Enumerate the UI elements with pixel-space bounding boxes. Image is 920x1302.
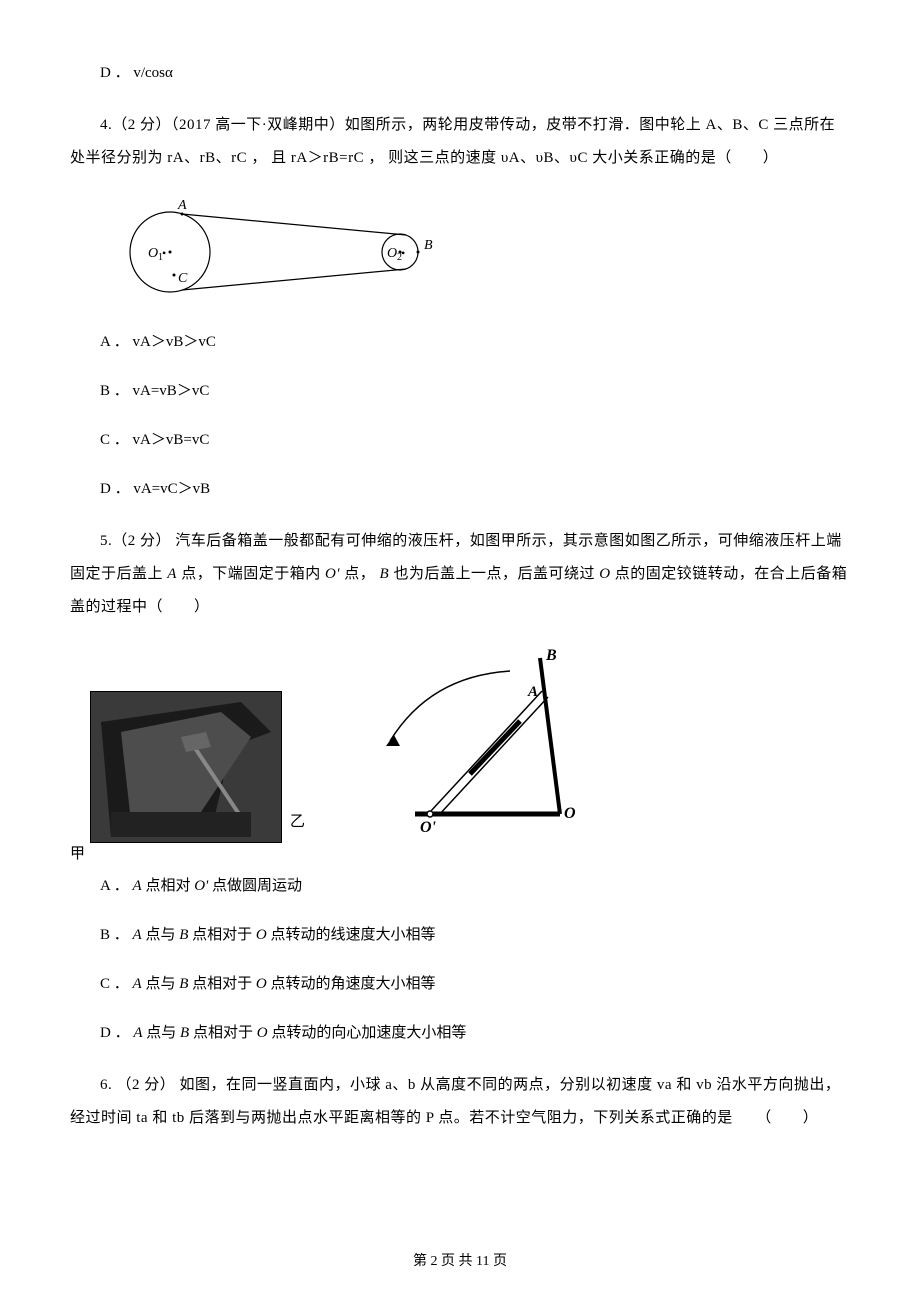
q4-option-c: C ． vA＞vB=vC [70, 427, 850, 454]
option-label: C ． [100, 432, 129, 448]
option-text: v/cosα [133, 65, 173, 81]
q5b-v3: O [256, 927, 267, 943]
svg-text:A: A [177, 198, 187, 213]
q4-option-b: B ． vA=vB＞vC [70, 378, 850, 405]
option-label: D ． [100, 481, 130, 497]
q4-option-a: A ． vA＞vB＞vC [70, 329, 850, 356]
q5-diagrams: 甲 B A O O' [90, 646, 850, 844]
q5-caption-left: 甲 [70, 843, 85, 866]
option-text: vA＞vB=vC [133, 432, 210, 448]
svg-text:•: • [162, 246, 166, 260]
option-label: A ． [100, 334, 129, 350]
q4-option-d: D ． vA=vC＞vB [70, 476, 850, 503]
page-footer: 第 2 页 共 11 页 [0, 1251, 920, 1272]
svg-text:•: • [401, 246, 405, 260]
svg-text:B: B [424, 238, 433, 253]
q5d-v3: O [257, 1025, 268, 1041]
q5d-v2: B [180, 1025, 189, 1041]
q5c-v2: B [179, 976, 188, 992]
option-label: D ． [100, 65, 130, 81]
q5b-v1: A [133, 927, 142, 943]
svg-text:B: B [545, 647, 557, 664]
q5-option-b: B ． A 点与 B 点相对于 O 点转动的线速度大小相等 [70, 922, 850, 949]
q5c-t2: 点相对于 [188, 976, 256, 992]
option-label: B ． [100, 927, 129, 943]
q5-t2: 点，下端固定于箱内 [177, 566, 325, 582]
q5-photo-block: 甲 [90, 691, 280, 843]
q5-header: 5.（2 分） 汽车后备箱盖一般都配有可伸缩的液压杆，如图甲所示，其示意图如图乙… [70, 525, 850, 624]
svg-text:O: O [564, 805, 576, 822]
q4-diagram: O 1 • O 2 • A C B [110, 197, 850, 305]
q5a-v1: A [133, 878, 142, 894]
svg-text:O: O [148, 246, 158, 261]
q5-option-a: A ． A 点相对 O' 点做圆周运动 [70, 873, 850, 900]
option-label: B ． [100, 383, 129, 399]
q5-option-c: C ． A 点与 B 点相对于 O 点转动的角速度大小相等 [70, 971, 850, 998]
q5-t3: 点， [340, 566, 380, 582]
q5a-t2: 点做圆周运动 [208, 878, 302, 894]
q5-v1: A [167, 566, 177, 582]
q5b-t2: 点相对于 [188, 927, 256, 943]
q3-option-d: D ． v/cosα [70, 60, 850, 87]
option-label: C ． [100, 976, 129, 992]
q5d-t1: 点与 [143, 1025, 181, 1041]
q5-t4: 也为后盖上一点，后盖可绕过 [389, 566, 599, 582]
q5-schematic: B A O O' [330, 646, 590, 836]
option-text: vA=vC＞vB [133, 481, 210, 497]
q5-option-d: D ． A 点与 B 点相对于 O 点转动的向心加速度大小相等 [70, 1020, 850, 1047]
option-text: vA＞vB＞vC [133, 334, 216, 350]
q5d-t3: 点转动的向心加速度大小相等 [268, 1025, 467, 1041]
option-text: vA=vB＞vC [133, 383, 210, 399]
q5-v4: O [599, 566, 610, 582]
option-label: A ． [100, 878, 129, 894]
q5c-t3: 点转动的角速度大小相等 [267, 976, 436, 992]
svg-text:O': O' [420, 819, 437, 836]
q5b-v2: B [179, 927, 188, 943]
svg-text:O: O [387, 246, 397, 261]
q5a-v2: O' [194, 878, 208, 894]
q5c-t1: 点与 [142, 976, 180, 992]
q5a-t1: 点相对 [142, 878, 195, 894]
q5-caption-right: 乙 [290, 811, 305, 834]
q5c-v3: O [256, 976, 267, 992]
svg-text:C: C [178, 271, 188, 286]
q5b-t3: 点转动的线速度大小相等 [267, 927, 436, 943]
q6-header: 6. （2 分） 如图，在同一竖直面内，小球 a、b 从高度不同的两点，分别以初… [70, 1069, 850, 1135]
q5-v2: O' [325, 566, 340, 582]
option-label: D ． [100, 1025, 130, 1041]
q5-schematic-block: B A O O' 乙 [330, 646, 590, 844]
q4-header: 4.（2 分）（2017 高一下·双峰期中）如图所示，两轮用皮带传动，皮带不打滑… [70, 109, 850, 175]
q5c-v1: A [133, 976, 142, 992]
q5d-t2: 点相对于 [189, 1025, 257, 1041]
q5-v3: B [380, 566, 390, 582]
q5b-t1: 点与 [142, 927, 180, 943]
q5-photo [90, 691, 282, 843]
q5d-v1: A [133, 1025, 142, 1041]
